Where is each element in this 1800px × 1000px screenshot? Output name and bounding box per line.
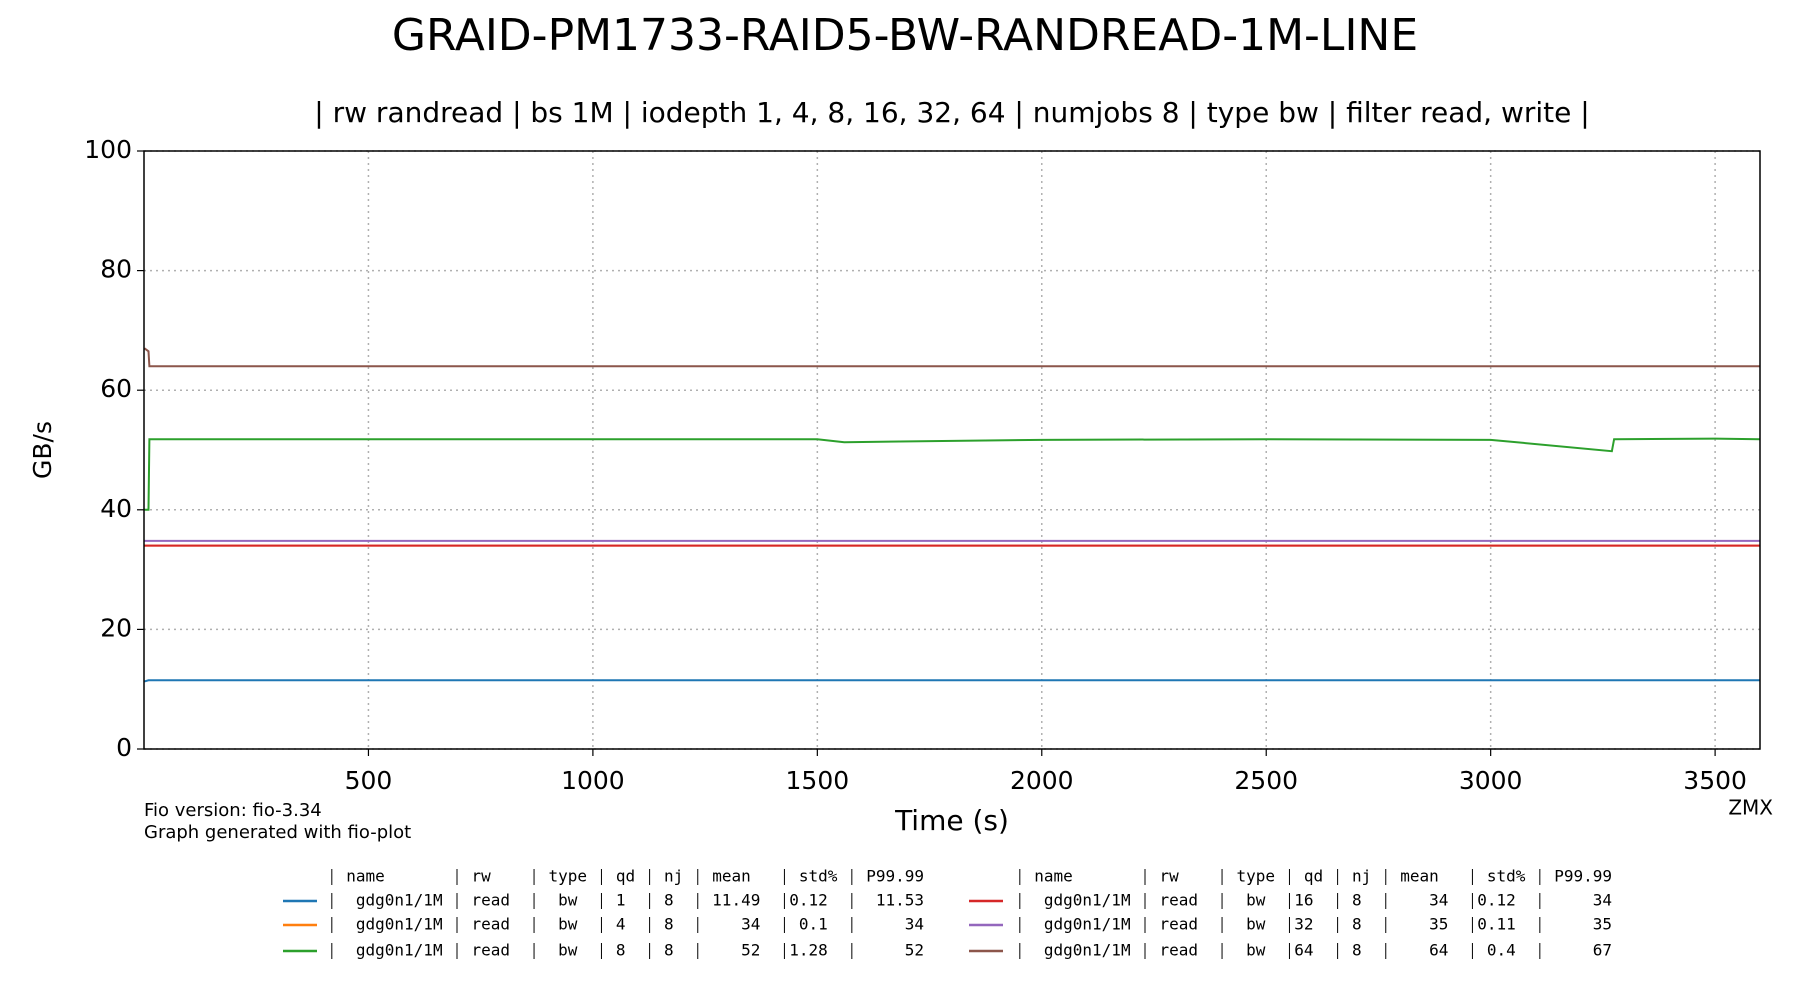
- table-cell: 34: [905, 915, 924, 934]
- table-cell: 8: [1352, 915, 1362, 934]
- y-tick-label: 80: [100, 255, 132, 284]
- table-header: rw: [471, 867, 491, 886]
- series-line: [143, 347, 1760, 368]
- table-cell: 34: [1593, 891, 1612, 910]
- table-header: P99.99: [1554, 867, 1612, 886]
- y-tick-label: 20: [100, 613, 132, 642]
- table-cell: 34: [1429, 891, 1448, 910]
- plot-frame: [143, 150, 1761, 750]
- x-tick-label: 1000: [561, 766, 625, 795]
- table-header: nj: [664, 867, 683, 886]
- table-header: std%: [799, 867, 838, 886]
- table-cell: gdg0n1/1M: [356, 915, 443, 934]
- annotation: Fio version: fio-3.34: [144, 800, 322, 821]
- table-cell: gdg0n1/1M: [1044, 915, 1131, 934]
- y-tick-label: 40: [100, 494, 132, 523]
- table-cell: 16: [1294, 891, 1313, 910]
- table-cell: bw: [1246, 891, 1266, 910]
- table-cell: read: [1159, 915, 1198, 934]
- table-header: std%: [1487, 867, 1526, 886]
- table-header: type: [1236, 867, 1275, 886]
- table-cell: 52: [905, 941, 924, 960]
- series-line: [144, 679, 1760, 683]
- table-cell: bw: [558, 915, 578, 934]
- table-cell: bw: [558, 891, 578, 910]
- table-cell: 8: [664, 915, 674, 934]
- y-tick-label: 60: [100, 374, 132, 403]
- table-header: type: [548, 867, 587, 886]
- table-cell: read: [471, 941, 510, 960]
- table-cell: gdg0n1/1M: [356, 891, 443, 910]
- x-tick-label: 500: [345, 766, 393, 795]
- table-cell: 35: [1593, 915, 1612, 934]
- x-tick-label: 3000: [1459, 766, 1523, 795]
- table-header: name: [1034, 867, 1073, 886]
- table-cell: bw: [1246, 915, 1266, 934]
- table-header: nj: [1352, 867, 1371, 886]
- table-cell: 34: [741, 915, 760, 934]
- table-cell: gdg0n1/1M: [356, 941, 443, 960]
- table-cell: 64: [1294, 941, 1313, 960]
- table-cell: 0.11: [1477, 915, 1516, 934]
- table-cell: 8: [1352, 891, 1362, 910]
- x-tick-label: 2500: [1234, 766, 1298, 795]
- table-cell: read: [471, 891, 510, 910]
- table-header: P99.99: [866, 867, 924, 886]
- x-axis-label: Time (s): [894, 804, 1009, 837]
- table-cell: 0.1: [799, 915, 828, 934]
- table-cell: 1.28: [789, 941, 828, 960]
- y-axis-label: GB/s: [28, 421, 57, 479]
- annotation: Graph generated with fio-plot: [144, 822, 411, 843]
- table-cell: 35: [1429, 915, 1448, 934]
- table-cell: 4: [616, 915, 626, 934]
- table-cell: 8: [664, 941, 674, 960]
- y-tick-label: 100: [84, 135, 132, 164]
- table-cell: 0.4: [1487, 941, 1516, 960]
- x-tick-label: 1500: [786, 766, 850, 795]
- table-header: qd: [616, 867, 635, 886]
- table-header: rw: [1159, 867, 1179, 886]
- x-tick-label: 2000: [1010, 766, 1074, 795]
- y-tick-label: 0: [116, 733, 132, 762]
- table-cell: 8: [1352, 941, 1362, 960]
- table-cell: 8: [616, 941, 626, 960]
- chart-subtitle: | rw randread | bs 1M | iodepth 1, 4, 8,…: [314, 96, 1589, 129]
- table-cell: 0.12: [789, 891, 828, 910]
- table-header: mean: [712, 867, 751, 886]
- table-cell: 11.49: [712, 891, 760, 910]
- table-header: mean: [1400, 867, 1439, 886]
- table-cell: gdg0n1/1M: [1044, 941, 1131, 960]
- table-cell: read: [1159, 941, 1198, 960]
- table-cell: read: [1159, 891, 1198, 910]
- table-cell: 8: [664, 891, 674, 910]
- table-cell: 1: [616, 891, 626, 910]
- series-line: [144, 437, 1761, 511]
- table-header: qd: [1304, 867, 1323, 886]
- x-tick-label: 3500: [1683, 766, 1747, 795]
- table-cell: 0.12: [1477, 891, 1516, 910]
- table-cell: bw: [1246, 941, 1266, 960]
- table-cell: gdg0n1/1M: [1044, 891, 1131, 910]
- table-cell: 64: [1429, 941, 1448, 960]
- table-cell: read: [471, 915, 510, 934]
- table-cell: 52: [741, 941, 760, 960]
- table-cell: 32: [1294, 915, 1313, 934]
- table-header: name: [346, 867, 385, 886]
- chart-title: GRAID-PM1733-RAID5-BW-RANDREAD-1M-LINE: [392, 10, 1418, 61]
- table-cell: bw: [558, 941, 578, 960]
- table-cell: 11.53: [876, 891, 924, 910]
- table-cell: 67: [1593, 941, 1612, 960]
- annotation: ZMX: [1728, 796, 1773, 820]
